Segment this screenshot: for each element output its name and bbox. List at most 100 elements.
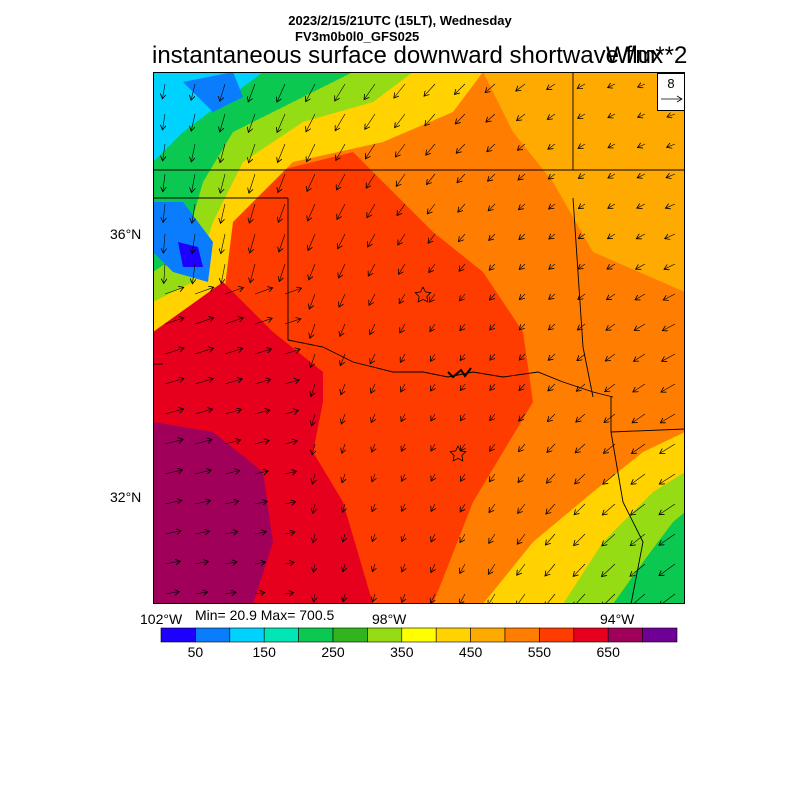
wind-arrow-icon [312, 443, 315, 455]
wind-arrow-icon [163, 173, 165, 192]
wind-arrow-icon [336, 173, 346, 190]
wind-arrow-icon [368, 233, 376, 247]
wind-arrow-icon [249, 173, 256, 193]
wind-arrow-icon [191, 113, 196, 131]
wind-arrow-icon [164, 500, 182, 504]
wind-arrow-icon [249, 203, 256, 223]
wind-arrow-icon [164, 592, 179, 594]
wind-arrow-icon [632, 443, 646, 454]
wind-arrow-icon [164, 531, 181, 534]
wind-arrow-icon [191, 83, 196, 100]
wind-arrow-icon [517, 143, 526, 150]
wind-arrow-icon [402, 593, 405, 602]
wind-arrow-icon [254, 440, 269, 444]
wind-arrow-icon [488, 563, 496, 574]
wind-arrow-icon [431, 443, 435, 451]
wind-arrow-icon [548, 383, 556, 391]
colorbar-swatch [401, 627, 437, 643]
wind-arrow-icon [248, 113, 256, 132]
wind-arrow-icon [662, 353, 676, 361]
wind-arrow-icon [365, 113, 376, 129]
wind-arrow-icon [632, 413, 646, 423]
wind-arrow-icon [313, 533, 315, 543]
wind-arrow-icon [631, 503, 646, 515]
colorbar-swatch [539, 627, 575, 643]
wind-arrow-icon [545, 593, 556, 604]
wind-arrow-icon [608, 234, 616, 239]
state-boundaries [153, 72, 685, 604]
wind-arrow-icon [456, 143, 466, 153]
wind-arrow-icon [194, 348, 214, 355]
wind-arrow-icon [284, 410, 298, 414]
wind-arrow-icon [340, 353, 346, 366]
wind-arrow-icon [659, 563, 676, 576]
wind-arrow-icon [163, 143, 165, 161]
wind-arrow-icon [372, 533, 375, 542]
wind-arrow-icon [430, 353, 435, 361]
wind-arrow-icon [194, 501, 211, 504]
wind-arrow-icon [516, 593, 526, 604]
wind-arrow-icon [342, 473, 345, 483]
wind-arrow-icon [340, 323, 346, 336]
wind-arrow-icon [371, 383, 375, 393]
wind-arrow-icon [659, 593, 676, 604]
wind-arrow-icon [192, 233, 195, 254]
wind-arrow-icon [371, 413, 375, 423]
wind-arrow-icon [547, 113, 556, 119]
wind-arrow-icon [459, 263, 466, 271]
colorbar-label: 250 [321, 644, 345, 660]
colorbar-label: 550 [527, 644, 552, 660]
colorbar-swatch [195, 627, 231, 643]
field-cloud-teal [153, 72, 353, 272]
wind-arrow-icon [659, 503, 676, 515]
wind-arrow-icon [278, 203, 286, 222]
wind-arrow-icon [637, 204, 646, 208]
wind-arrow-icon [400, 323, 406, 333]
wind-arrow-icon [607, 293, 616, 300]
wind-arrow-icon [578, 174, 586, 178]
wind-arrow-icon [517, 533, 526, 544]
wind-arrow-icon [455, 113, 466, 124]
wind-arrow-icon [370, 323, 376, 335]
wind-arrow-icon [400, 353, 405, 362]
wind-arrow-icon [307, 173, 316, 191]
wind-arrow-icon [662, 323, 676, 331]
wind-arrow-icon [401, 443, 405, 451]
wind-arrow-icon [337, 203, 346, 219]
wind-arrow-icon [659, 473, 676, 484]
wind-arrow-icon [608, 174, 616, 178]
wind-arrow-icon [395, 113, 406, 128]
wind-arrow-icon [164, 470, 183, 475]
wind-arrow-icon [425, 113, 436, 126]
wind-arrow-icon [342, 443, 345, 453]
wind-arrow-icon [224, 562, 237, 564]
wind-arrow-icon [660, 413, 676, 423]
lon-label-98w: 98°W [372, 611, 407, 627]
wind-arrow-icon [307, 143, 316, 162]
wind-arrow-icon [630, 593, 646, 604]
wind-arrow-icon [284, 349, 300, 355]
lon-label-94w: 94°W [600, 611, 635, 627]
colorbar-swatch [263, 627, 299, 643]
wind-arrow-icon [308, 203, 316, 221]
wind-arrow-icon [429, 263, 436, 273]
colorbar-label: 450 [458, 644, 483, 660]
colorbar-swatch [607, 627, 643, 643]
wind-arrow-icon [490, 323, 495, 330]
wind-arrow-icon [661, 383, 676, 392]
wind-arrow-icon [489, 503, 496, 513]
wind-arrow-icon [279, 263, 286, 282]
wind-arrow-icon [490, 293, 496, 300]
wind-vector-field [162, 83, 676, 604]
wind-arrow-icon [194, 440, 212, 445]
wind-arrow-icon [637, 174, 646, 178]
wind-arrow-icon [460, 383, 465, 391]
wind-arrow-icon [284, 593, 294, 594]
wind-arrow-icon [224, 318, 243, 325]
wind-arrow-icon [364, 83, 376, 100]
wind-arrow-icon [224, 348, 243, 355]
wind-arrow-icon [608, 204, 616, 208]
wind-arrow-icon [577, 84, 586, 89]
wind-arrow-icon [164, 409, 184, 415]
wind-arrow-icon [633, 383, 646, 392]
